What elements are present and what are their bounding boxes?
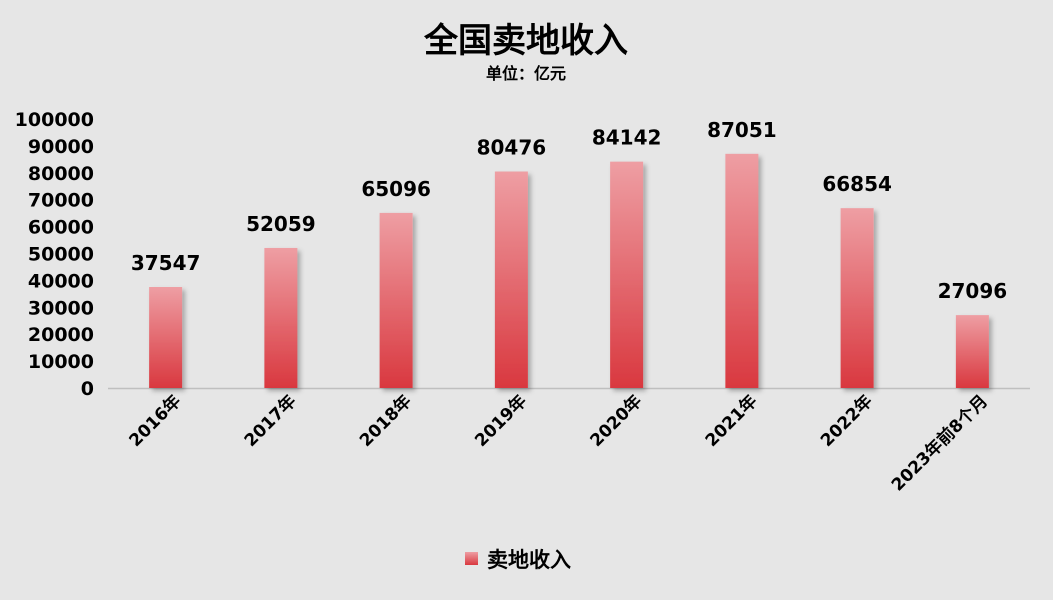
bar [610, 161, 644, 388]
y-tick-label: 50000 [28, 244, 94, 266]
legend: 卖地收入 [465, 548, 571, 572]
x-axis: 2016年 2017年 2018年 2019年 2020年 2021年 2022年 2023年… [125, 391, 992, 496]
bars-group [149, 153, 989, 388]
bar [264, 247, 298, 388]
data-label: 80476 [477, 136, 547, 160]
x-tick-label: 2022年 [816, 391, 876, 451]
x-tick-label: 2016年 [125, 391, 185, 451]
data-label: 52059 [246, 212, 316, 236]
bar [840, 208, 874, 388]
x-tick-label: 2021年 [701, 391, 761, 451]
chart-subtitle: 单位：亿元 [486, 64, 566, 83]
y-axis: 0 10000 20000 30000 40000 50000 60000 70000 8000… [15, 109, 94, 400]
y-tick-label: 30000 [28, 297, 94, 319]
x-tick-label: 2023年前8个月 [887, 391, 992, 496]
y-tick-label: 20000 [28, 324, 94, 346]
data-labels-group: 37547 52059 65096 80476 84142 87051 66854 27096 [131, 118, 1007, 303]
y-tick-label: 40000 [28, 270, 94, 292]
legend-label: 卖地收入 [487, 548, 571, 572]
x-tick-label: 2018年 [355, 391, 415, 451]
bar [725, 153, 759, 388]
data-label: 84142 [592, 126, 662, 150]
bar [379, 212, 413, 388]
y-tick-label: 0 [81, 378, 94, 400]
data-label: 27096 [938, 279, 1008, 303]
bar [494, 171, 528, 388]
y-tick-label: 60000 [28, 217, 94, 239]
data-label: 37547 [131, 251, 201, 275]
x-tick-label: 2020年 [586, 391, 646, 451]
x-tick-label: 2019年 [471, 391, 531, 451]
bar [955, 315, 989, 388]
chart-title: 全国卖地收入 [423, 21, 628, 61]
legend-swatch [465, 552, 478, 565]
y-tick-label: 100000 [15, 109, 94, 131]
data-label: 65096 [361, 177, 431, 201]
bar [149, 286, 183, 388]
data-label: 87051 [707, 118, 777, 142]
data-label: 66854 [822, 172, 892, 196]
y-tick-label: 10000 [28, 351, 94, 373]
y-tick-label: 90000 [28, 136, 94, 158]
y-tick-label: 80000 [28, 163, 94, 185]
x-tick-label: 2017年 [240, 391, 300, 451]
y-tick-label: 70000 [28, 190, 94, 212]
